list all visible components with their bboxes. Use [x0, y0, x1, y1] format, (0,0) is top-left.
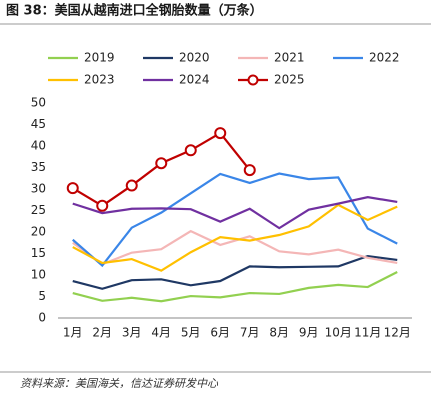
- series-line: [72, 196, 398, 230]
- y-tick-label: 35: [31, 160, 46, 174]
- y-tick-label: 15: [31, 246, 46, 260]
- series-line: [72, 229, 398, 266]
- series-line: [72, 172, 398, 268]
- point-marker: [155, 157, 168, 170]
- y-tick-label: 20: [31, 225, 46, 239]
- point-marker: [66, 182, 79, 195]
- y-tick-label: 50: [31, 96, 46, 110]
- y-tick-label: 45: [31, 117, 46, 131]
- series-line: [72, 271, 398, 303]
- series-line: [72, 203, 398, 272]
- legend-label: 2025: [274, 73, 305, 87]
- point-marker: [214, 127, 227, 140]
- legend-label: 2023: [84, 73, 115, 87]
- legend-label: 2021: [274, 51, 305, 65]
- x-tick-label: 4月: [151, 326, 171, 340]
- series-line: [72, 131, 251, 208]
- x-tick-label: 3月: [122, 326, 142, 340]
- x-tick-label: 2月: [92, 326, 112, 340]
- y-tick-label: 10: [31, 268, 46, 282]
- legend-marker: [247, 74, 259, 86]
- x-tick-label: 8月: [269, 326, 289, 340]
- legend-label: 2020: [179, 51, 210, 65]
- legend-label: 2024: [179, 73, 210, 87]
- y-tick-label: 25: [31, 203, 46, 217]
- y-tick-label: 30: [31, 182, 46, 196]
- x-tick-label: 11月: [354, 326, 381, 340]
- legend-label: 2019: [84, 51, 115, 65]
- x-tick-label: 7月: [240, 326, 260, 340]
- chart-title: 图 38：美国从越南进口全钢胎数量（万条）: [6, 3, 263, 19]
- series-line: [72, 254, 398, 290]
- x-tick-label: 9月: [299, 326, 319, 340]
- x-tick-label: 5月: [181, 326, 201, 340]
- point-marker: [243, 164, 256, 177]
- y-tick-label: 40: [31, 139, 46, 153]
- y-tick-label: 5: [38, 289, 46, 303]
- point-marker: [184, 144, 197, 157]
- point-marker: [125, 179, 138, 192]
- x-tick-label: 6月: [210, 326, 230, 340]
- y-tick-label: 0: [38, 311, 46, 325]
- x-tick-label: 1月: [63, 326, 83, 340]
- legend-label: 2022: [369, 51, 400, 65]
- x-tick-label: 10月: [325, 326, 352, 340]
- x-tick-label: 12月: [384, 326, 411, 340]
- source: 资料来源：美国海关，信达证券研发中心: [20, 377, 219, 390]
- point-marker: [96, 199, 109, 212]
